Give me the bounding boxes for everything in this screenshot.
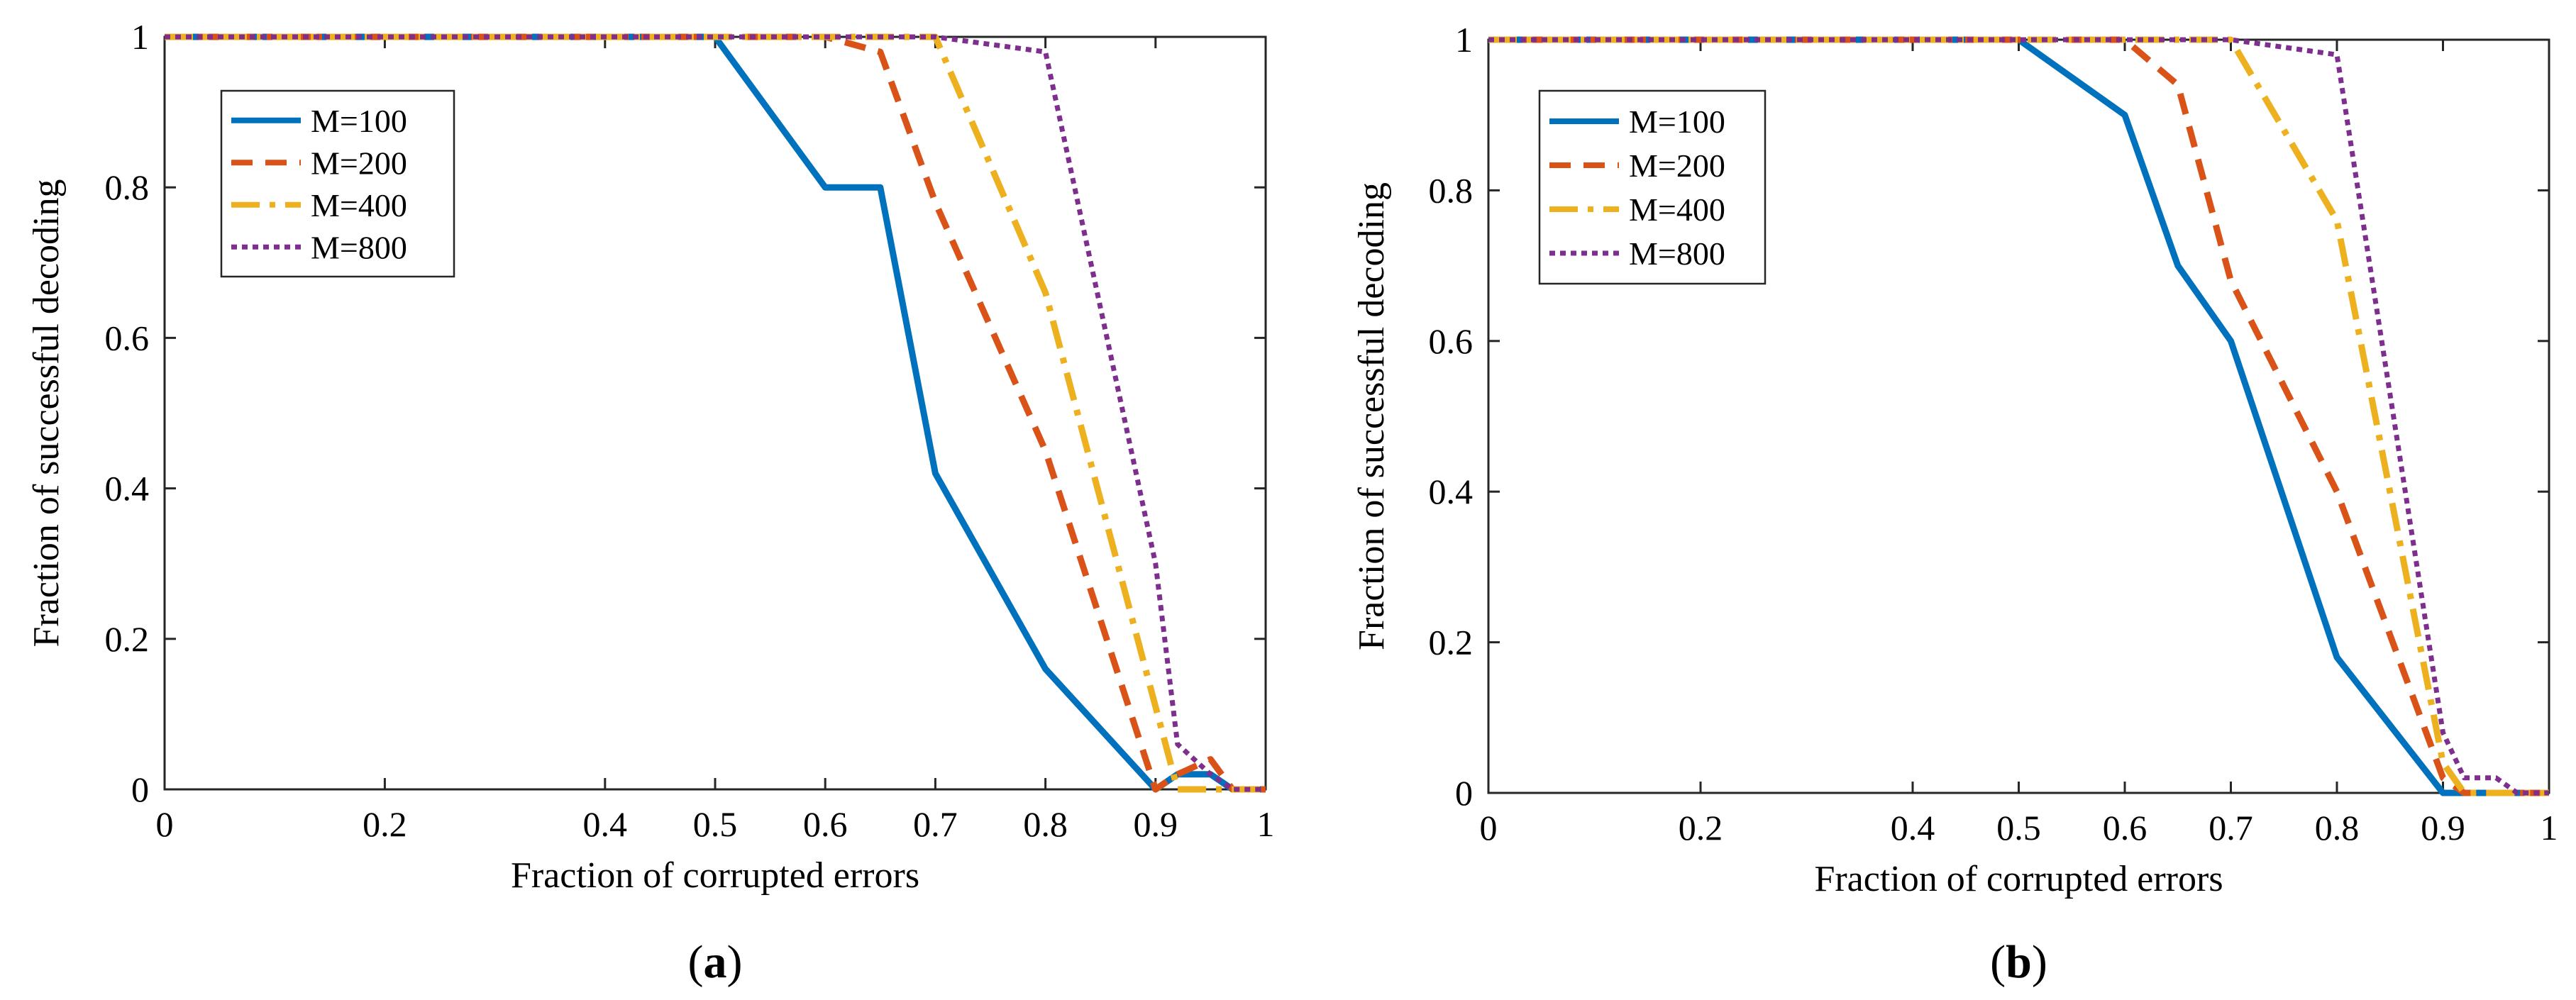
x-tick-label: 0.5: [1996, 808, 2041, 848]
y-tick-label: 1: [131, 17, 149, 57]
x-tick-label: 0.6: [803, 804, 848, 844]
x-tick-label: 0.7: [913, 804, 958, 844]
legend-label: M=400: [1629, 191, 1725, 228]
y-tick-label: 0.2: [1429, 623, 1474, 662]
legend-label: M=200: [1629, 148, 1725, 184]
x-tick-label: 0.6: [2103, 808, 2147, 848]
legend: M=100 M=200 M=400 M=800: [1538, 89, 1767, 285]
x-tick-label: 1: [2541, 808, 2558, 848]
x-axis-label: Fraction of corrupted errors: [1814, 859, 2223, 899]
series-line-m-100: [1488, 36, 2549, 796]
y-tick-label: 0.8: [1429, 170, 1474, 210]
legend-label: M=800: [1629, 235, 1725, 272]
legend-label: M=100: [1629, 104, 1725, 140]
legend-label: M=400: [311, 187, 407, 223]
legend-label: M=200: [311, 145, 407, 181]
x-axis-label: Fraction of corrupted errors: [511, 855, 919, 896]
x-tick-label: 0.2: [1679, 808, 1723, 848]
panel-label: (a): [688, 936, 743, 988]
x-tick-label: 0.8: [1023, 804, 1068, 844]
y-axis-label: Fraction of successful decoding: [26, 179, 67, 648]
y-tick-label: 0.6: [105, 318, 150, 357]
y-tick-label: 0: [131, 770, 149, 809]
x-tick-label: 0.9: [1134, 804, 1178, 844]
series-line-m-800: [1488, 37, 2549, 796]
chart-panel-a: 0 0.2 0.4 0.5 0.6 0.7 0.8 0.9 1 0 0.2 0.4 0.6 0.8 1 Fra…: [26, 17, 1275, 988]
y-tick-label: 0.2: [105, 619, 150, 659]
panel-letter: b: [2006, 936, 2032, 988]
y-axis-label: Fraction of successful decoding: [1351, 182, 1392, 650]
legend-label: M=100: [311, 103, 407, 139]
y-tick-label: 0.4: [1429, 472, 1474, 511]
y-tick-label: 0: [1455, 773, 1473, 813]
chart-panel-b: 0 0.2 0.4 0.5 0.6 0.7 0.8 0.9 1 0 0.2 0.4 0.6 0.8 1 Fra…: [1351, 20, 2558, 988]
x-tick-label: 0.5: [693, 804, 738, 844]
legend-label: M=800: [311, 229, 407, 265]
legend: M=100 M=200 M=400 M=800: [220, 89, 455, 278]
x-tick-label: 0.2: [363, 804, 407, 844]
panel-letter: a: [704, 936, 727, 988]
x-tick-label: 0: [156, 804, 174, 844]
x-tick-label: 0.8: [2315, 808, 2360, 848]
y-tick-label: 0.6: [1429, 321, 1474, 361]
x-tick-label: 0.7: [2209, 808, 2253, 848]
series-line-m-200: [165, 33, 1266, 793]
x-tick-label: 0.9: [2421, 808, 2465, 848]
x-tick-label: 0.4: [1891, 808, 1935, 848]
x-tick-label: 0: [1480, 808, 1498, 848]
y-tick-label: 0.4: [105, 469, 150, 509]
x-tick-label: 0.4: [583, 804, 628, 844]
series-line-m-800: [165, 34, 1266, 792]
y-tick-label: 1: [1455, 20, 1473, 60]
x-tick-label: 1: [1257, 804, 1275, 844]
y-tick-label: 0.8: [105, 167, 150, 207]
series-line-m-400: [165, 33, 1266, 793]
panel-label: (b): [1990, 936, 2047, 988]
